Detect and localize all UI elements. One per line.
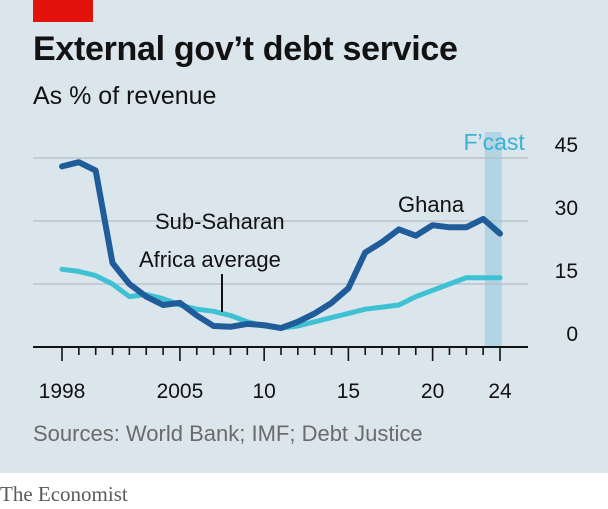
forecast-band <box>484 132 502 347</box>
x-tick-label: 20 <box>421 380 444 403</box>
annotation-layer: Ghana Sub-Saharan Africa average <box>139 192 465 312</box>
forecast-label: F’cast <box>463 129 525 155</box>
x-tick-label: 15 <box>337 380 360 403</box>
x-tick-label: 24 <box>488 380 512 403</box>
y-axis: 0 15 30 45 <box>555 134 578 346</box>
annotation-ssa-line1: Sub-Saharan <box>155 209 285 234</box>
forecast-layer: F’cast <box>463 129 525 347</box>
annotation-ssa-line2: Africa average <box>139 247 281 272</box>
y-tick-label: 15 <box>555 260 578 283</box>
x-tick-label: 10 <box>252 380 275 403</box>
chart-panel <box>0 0 608 473</box>
brand-tag <box>33 0 93 22</box>
y-tick-label: 30 <box>555 197 578 220</box>
line-chart: F’cast Ghana Sub-Saharan Africa average 19… <box>33 129 578 403</box>
series-line-ghana <box>59 159 503 332</box>
chart-subtitle: As % of revenue <box>33 82 217 110</box>
x-axis: 1998 2005 10 15 20 24 <box>33 346 528 403</box>
y-tick-label: 0 <box>566 323 578 346</box>
source-note: Sources: World Bank; IMF; Debt Justice <box>33 421 423 446</box>
chart-title: External gov’t debt service <box>33 30 458 68</box>
publisher-name: The Economist <box>0 482 128 506</box>
x-tick-label: 2005 <box>157 380 204 403</box>
annotation-ghana: Ghana <box>398 192 465 217</box>
y-tick-label: 45 <box>555 134 578 157</box>
series-layer <box>59 159 503 332</box>
x-tick-label: 1998 <box>39 380 86 403</box>
